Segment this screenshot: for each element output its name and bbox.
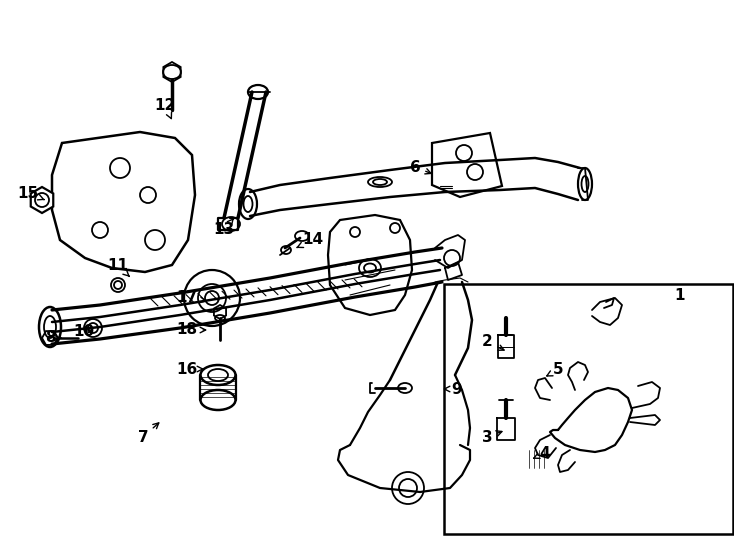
Text: 12: 12 [154,98,175,119]
Text: 8: 8 [45,330,61,346]
Bar [527,450,552,468]
Ellipse shape [248,85,268,99]
Text: 4: 4 [534,446,550,461]
Text: 6: 6 [410,159,431,174]
Text: 7: 7 [138,423,159,444]
Bar [444,284,733,534]
Text: 1: 1 [675,288,686,303]
Text: 17: 17 [176,289,206,305]
Text: 11: 11 [107,259,129,276]
Text: 9: 9 [444,381,462,396]
Text: 13: 13 [214,219,235,238]
Circle shape [111,278,125,292]
Text: 15: 15 [18,186,44,200]
Text: 2: 2 [482,334,504,350]
Text: 16: 16 [176,361,203,376]
Polygon shape [52,132,195,272]
Circle shape [184,270,240,326]
Circle shape [84,319,102,337]
Text: 5: 5 [547,362,563,377]
Polygon shape [432,133,502,197]
Polygon shape [328,215,412,315]
Text: 3: 3 [482,429,502,444]
Text: 14: 14 [297,233,324,247]
Text: 18: 18 [176,322,206,338]
Circle shape [392,472,424,504]
Text: 10: 10 [73,323,95,339]
